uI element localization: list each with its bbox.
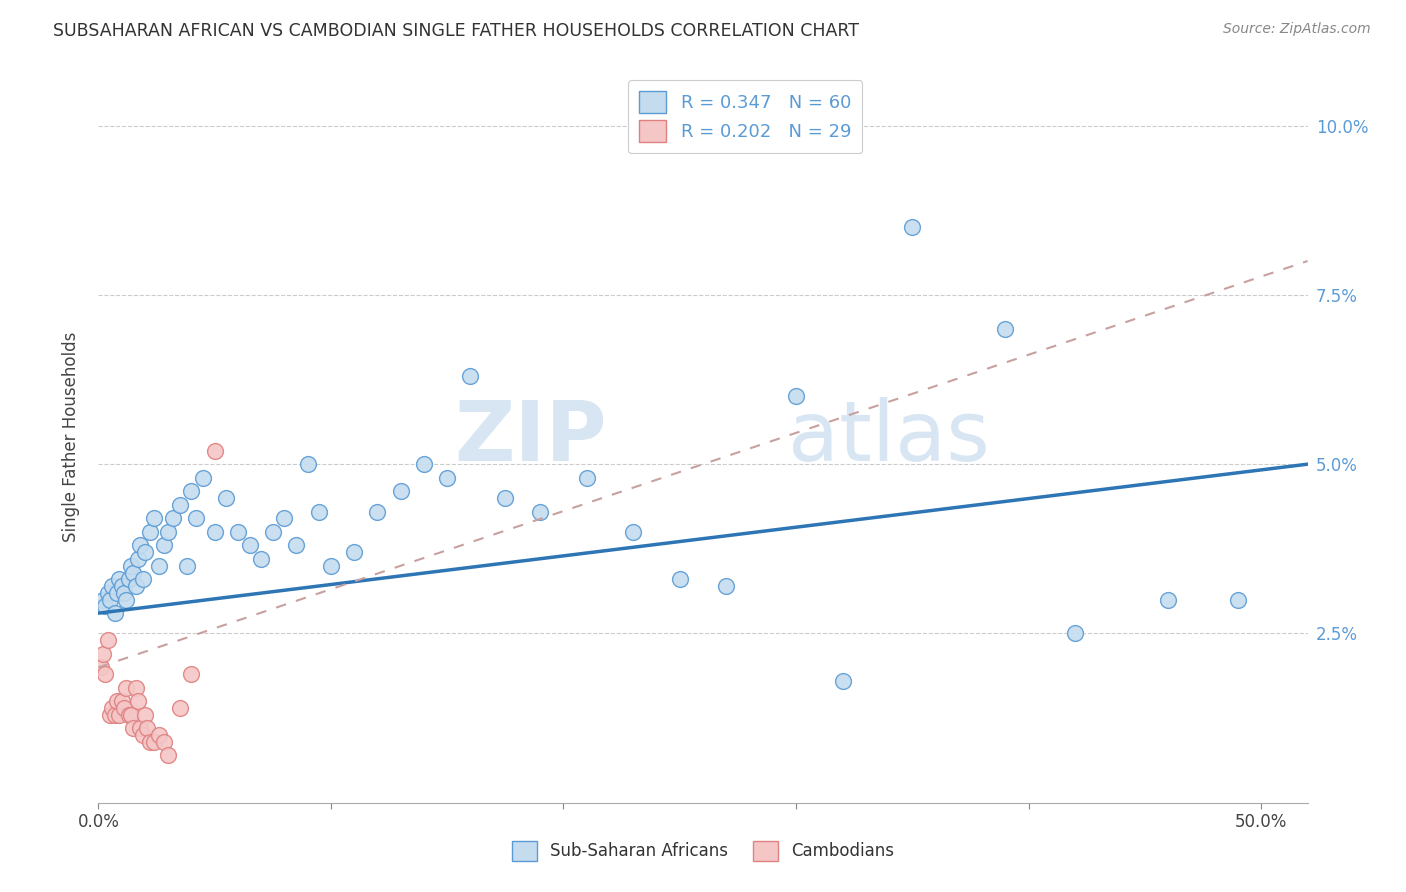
Point <box>136 721 159 735</box>
Y-axis label: Single Father Households: Single Father Households <box>62 332 80 542</box>
Point <box>101 579 124 593</box>
Point <box>98 707 121 722</box>
Point <box>366 505 388 519</box>
Point <box>308 505 330 519</box>
Point <box>90 660 112 674</box>
Point <box>460 369 482 384</box>
Point <box>111 694 134 708</box>
Point <box>118 707 141 722</box>
Point <box>176 558 198 573</box>
Text: atlas: atlas <box>787 397 990 477</box>
Point <box>180 484 202 499</box>
Point <box>111 579 134 593</box>
Point <box>239 538 262 552</box>
Point <box>226 524 249 539</box>
Point <box>191 471 214 485</box>
Point <box>91 647 114 661</box>
Point <box>115 592 138 607</box>
Point <box>169 498 191 512</box>
Point <box>413 457 436 471</box>
Point <box>157 524 180 539</box>
Point <box>529 505 551 519</box>
Point <box>621 524 644 539</box>
Point <box>115 681 138 695</box>
Point <box>1064 626 1087 640</box>
Point <box>297 457 319 471</box>
Point <box>127 694 149 708</box>
Point <box>94 667 117 681</box>
Point <box>343 545 366 559</box>
Point <box>108 707 131 722</box>
Point <box>120 558 142 573</box>
Legend: Sub-Saharan Africans, Cambodians: Sub-Saharan Africans, Cambodians <box>505 834 901 868</box>
Point <box>105 694 128 708</box>
Point <box>152 538 174 552</box>
Point <box>112 701 135 715</box>
Point <box>436 471 458 485</box>
Point <box>148 728 170 742</box>
Point <box>184 511 207 525</box>
Point <box>131 572 153 586</box>
Point <box>994 322 1017 336</box>
Point <box>129 721 152 735</box>
Point <box>97 633 120 648</box>
Point <box>494 491 516 505</box>
Point <box>108 572 131 586</box>
Point <box>138 524 160 539</box>
Point <box>575 471 598 485</box>
Point <box>143 735 166 749</box>
Point <box>122 566 145 580</box>
Point <box>273 511 295 525</box>
Point <box>148 558 170 573</box>
Point <box>127 552 149 566</box>
Point <box>124 681 146 695</box>
Point <box>157 748 180 763</box>
Point <box>138 735 160 749</box>
Point <box>250 552 273 566</box>
Point <box>215 491 238 505</box>
Point <box>118 572 141 586</box>
Point <box>169 701 191 715</box>
Point <box>716 579 738 593</box>
Point <box>104 606 127 620</box>
Point <box>91 592 114 607</box>
Point <box>162 511 184 525</box>
Point <box>262 524 284 539</box>
Point <box>124 579 146 593</box>
Point <box>129 538 152 552</box>
Point <box>104 707 127 722</box>
Point <box>134 707 156 722</box>
Point <box>389 484 412 499</box>
Point <box>152 735 174 749</box>
Point <box>180 667 202 681</box>
Point <box>97 586 120 600</box>
Point <box>1226 592 1249 607</box>
Point <box>319 558 342 573</box>
Point <box>204 443 226 458</box>
Text: ZIP: ZIP <box>454 397 606 477</box>
Point <box>131 728 153 742</box>
Point <box>668 572 690 586</box>
Point <box>112 586 135 600</box>
Point <box>1157 592 1180 607</box>
Point <box>122 721 145 735</box>
Point <box>785 389 807 403</box>
Point <box>120 707 142 722</box>
Point <box>98 592 121 607</box>
Point <box>94 599 117 614</box>
Text: Source: ZipAtlas.com: Source: ZipAtlas.com <box>1223 22 1371 37</box>
Point <box>901 220 924 235</box>
Point <box>105 586 128 600</box>
Text: SUBSAHARAN AFRICAN VS CAMBODIAN SINGLE FATHER HOUSEHOLDS CORRELATION CHART: SUBSAHARAN AFRICAN VS CAMBODIAN SINGLE F… <box>53 22 859 40</box>
Point <box>134 545 156 559</box>
Point <box>143 511 166 525</box>
Point <box>285 538 308 552</box>
Point <box>831 673 853 688</box>
Point <box>101 701 124 715</box>
Point <box>204 524 226 539</box>
